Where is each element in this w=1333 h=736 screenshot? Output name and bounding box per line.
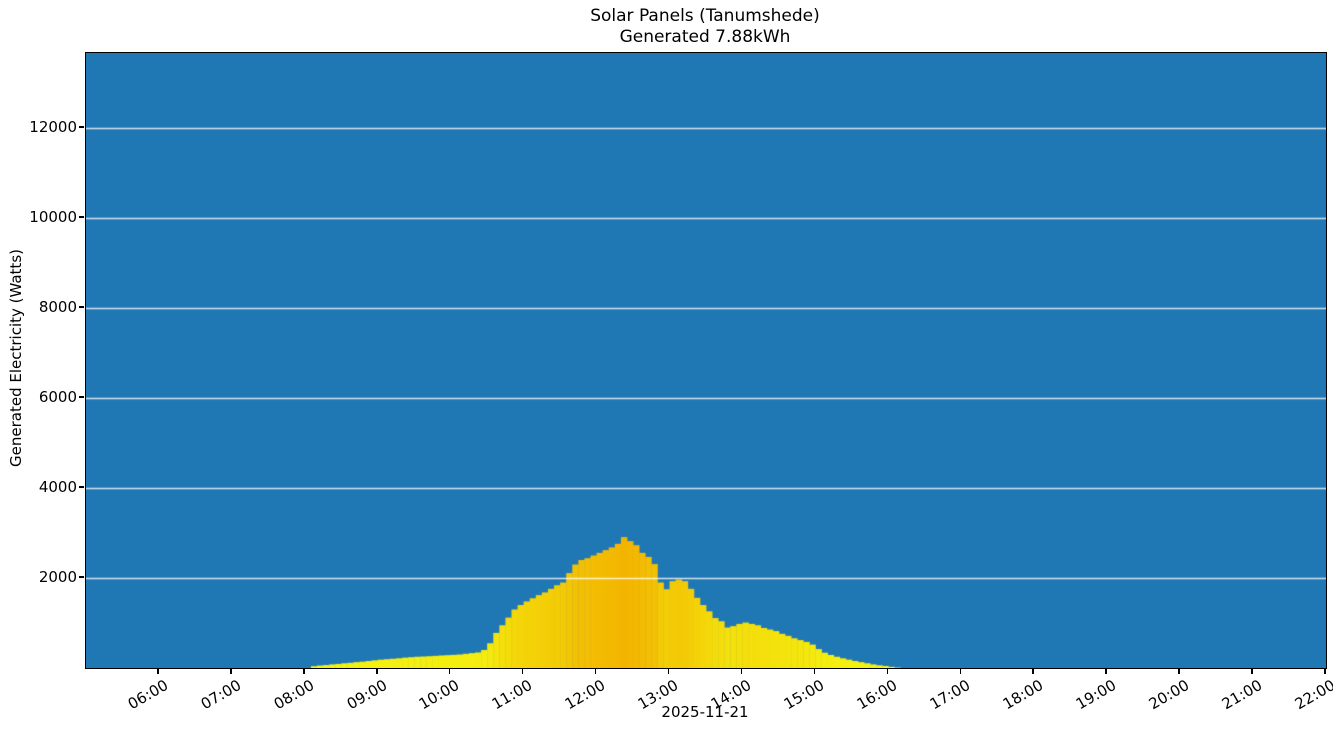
y-tick-mark (79, 396, 84, 398)
y-tick-label: 2000 (38, 568, 77, 587)
x-tick-mark (1032, 669, 1034, 674)
chart-title-block: Solar Panels (Tanumshede) Generated 7.88… (85, 6, 1325, 48)
x-tick-mark (157, 669, 159, 674)
x-tick-mark (959, 669, 962, 674)
x-tick-mark (740, 669, 743, 674)
chart-title: Solar Panels (Tanumshede) (590, 6, 820, 26)
plot-area (85, 52, 1327, 669)
y-tick-label: 10000 (29, 208, 77, 227)
x-tick-mark (448, 669, 451, 674)
y-tick-label: 8000 (38, 298, 77, 317)
x-tick-mark (1105, 669, 1107, 674)
chart-canvas (86, 53, 1326, 668)
y-tick-label: 4000 (38, 478, 77, 497)
y-tick-mark (79, 486, 84, 488)
x-tick-mark (594, 669, 597, 674)
y-tick-mark (79, 126, 84, 128)
y-tick-mark (79, 306, 84, 308)
x-tick-mark (1324, 669, 1326, 674)
x-tick-mark (813, 669, 816, 674)
x-tick-mark (230, 669, 232, 674)
x-tick-mark (521, 669, 524, 674)
x-axis-date-label: 2025-11-21 (661, 703, 749, 721)
y-tick-mark (79, 576, 84, 578)
x-tick-mark (886, 669, 889, 674)
y-tick-label: 6000 (38, 388, 77, 407)
y-axis-label: Generated Electricity (Watts) (7, 249, 25, 467)
chart-subtitle: Generated 7.88kWh (619, 27, 791, 47)
y-tick-mark (79, 216, 84, 218)
x-tick-mark (376, 669, 378, 674)
x-tick-mark (1251, 669, 1253, 674)
x-tick-mark (1178, 669, 1180, 674)
x-tick-mark (667, 669, 670, 674)
x-tick-mark (303, 669, 305, 674)
y-tick-label: 12000 (29, 118, 77, 137)
